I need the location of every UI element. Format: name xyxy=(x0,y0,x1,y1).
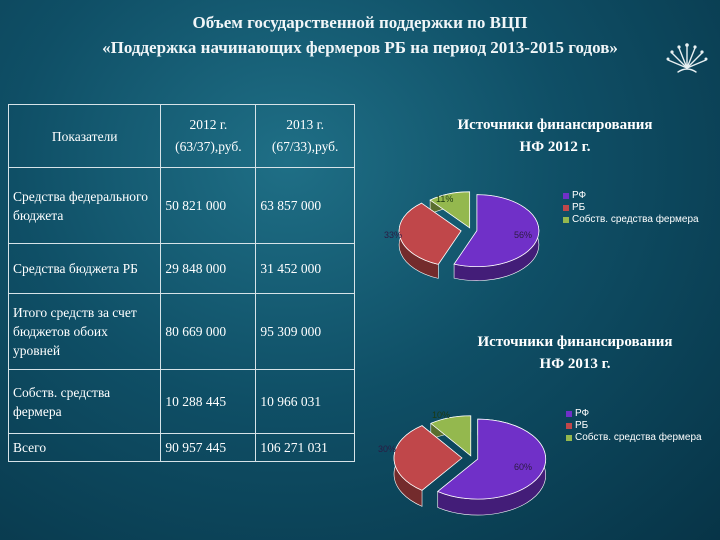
row-value-2013: 10 966 031 xyxy=(255,369,355,434)
chart-2012-title: Источники финансирования НФ 2012 г. xyxy=(420,114,690,158)
row-value-2012: 10 288 445 xyxy=(160,369,257,434)
pie-chart-2012: 56% 33% 11% xyxy=(384,191,540,281)
legend-label-rb: РБ xyxy=(572,202,586,213)
legend-swatch-rf xyxy=(566,411,572,417)
pie-slice-rf xyxy=(453,194,540,268)
table-row: Всего 90 957 445 106 271 031 xyxy=(7,433,355,462)
row-value-2013: 31 452 000 xyxy=(255,243,355,294)
header-2013-sub: (67/33),руб. xyxy=(271,139,339,154)
pie-label-farmer: 11% xyxy=(436,194,453,204)
pie-label-rf: 56% xyxy=(514,230,532,240)
pie-label-farmer: 10% xyxy=(432,410,450,420)
chart-2012-title-line1: Источники финансирования xyxy=(457,117,653,133)
pie-slice-farmer xyxy=(430,415,472,457)
header-2012-year: 2012 г. xyxy=(189,117,228,132)
legend-label-farmer: Собств. средства фермера xyxy=(575,432,702,443)
legend-label-farmer: Собств. средства фермера xyxy=(572,214,699,225)
title-line-2: «Поддержка начинающих фермеров РБ на пер… xyxy=(102,38,618,57)
row-label: Средства федерального бюджета xyxy=(7,167,162,244)
legend-swatch-rb xyxy=(566,423,572,429)
table-header-row: Показатели 2012 г. (63/37),руб. 2013 г. … xyxy=(7,104,355,168)
row-value-2013: 95 309 000 xyxy=(255,293,355,370)
table-row: Итого средств за счет бюджетов обоих уро… xyxy=(7,293,355,370)
row-value-2013: 63 857 000 xyxy=(255,167,355,244)
row-label: Итого средств за счет бюджетов обоих уро… xyxy=(7,293,162,370)
chart-2013-title-line2: НФ 2013 г. xyxy=(539,356,611,372)
pie-slice-farmer xyxy=(429,191,471,229)
kurai-flower-emblem-icon xyxy=(666,43,708,73)
legend-item-farmer: Собств. средства фермера xyxy=(563,214,699,226)
table-row: Собств. средства фермера 10 288 445 10 9… xyxy=(7,369,355,434)
row-value-2012: 90 957 445 xyxy=(160,433,257,462)
page-title: Объем государственной поддержки по ВЦП «… xyxy=(0,10,720,60)
pie-slice-rb xyxy=(398,202,462,265)
legend-label-rf: РФ xyxy=(572,190,587,201)
pie-label-rb: 30% xyxy=(378,444,396,454)
title-line-1: Объем государственной поддержки по ВЦП xyxy=(192,13,528,32)
chart-2013-title: Источники финансирования НФ 2013 г. xyxy=(440,331,710,375)
legend-item-farmer: Собств. средства фермера xyxy=(566,432,702,444)
pie-label-rb: 33% xyxy=(384,230,402,240)
legend-item-rb: РБ xyxy=(566,420,702,432)
pie-chart-2013: 60% 30% 10% xyxy=(378,410,547,516)
row-value-2012: 50 821 000 xyxy=(160,167,257,244)
legend-swatch-farmer xyxy=(563,217,569,223)
legend-swatch-rb xyxy=(563,205,569,211)
pie-label-rf: 60% xyxy=(514,462,532,472)
row-value-2012: 29 848 000 xyxy=(160,243,257,294)
row-label: Собств. средства фермера xyxy=(7,369,162,434)
pie-slice-rb xyxy=(393,425,463,491)
table-row: Средства бюджета РБ 29 848 000 31 452 00… xyxy=(7,243,355,294)
legend-swatch-farmer xyxy=(566,435,572,441)
funding-table: Показатели 2012 г. (63/37),руб. 2013 г. … xyxy=(7,104,355,462)
legend-item-rb: РБ xyxy=(563,202,699,214)
legend-label-rb: РБ xyxy=(575,420,589,431)
legend-item-rf: РФ xyxy=(563,190,699,202)
row-value-2013: 106 271 031 xyxy=(255,433,355,462)
header-indicator: Показатели xyxy=(7,104,162,168)
row-label: Средства бюджета РБ xyxy=(7,243,162,294)
row-label: Всего xyxy=(7,433,162,462)
row-value-2012: 80 669 000 xyxy=(160,293,257,370)
legend-item-rf: РФ xyxy=(566,408,702,420)
header-2012: 2012 г. (63/37),руб. xyxy=(160,104,257,168)
chart-2012-title-line2: НФ 2012 г. xyxy=(519,139,591,155)
chart-2013-title-line1: Источники финансирования xyxy=(477,334,673,350)
legend-2012: РФ РБ Собств. средства фермера xyxy=(563,190,699,226)
legend-label-rf: РФ xyxy=(575,408,590,419)
legend-2013: РФ РБ Собств. средства фермера xyxy=(566,408,702,444)
legend-swatch-rf xyxy=(563,193,569,199)
table-row: Средства федерального бюджета 50 821 000… xyxy=(7,167,355,244)
header-2013-year: 2013 г. xyxy=(286,117,325,132)
pie-slice-rf xyxy=(436,418,547,500)
header-2012-sub: (63/37),руб. xyxy=(175,139,242,154)
header-2013: 2013 г. (67/33),руб. xyxy=(255,104,355,168)
